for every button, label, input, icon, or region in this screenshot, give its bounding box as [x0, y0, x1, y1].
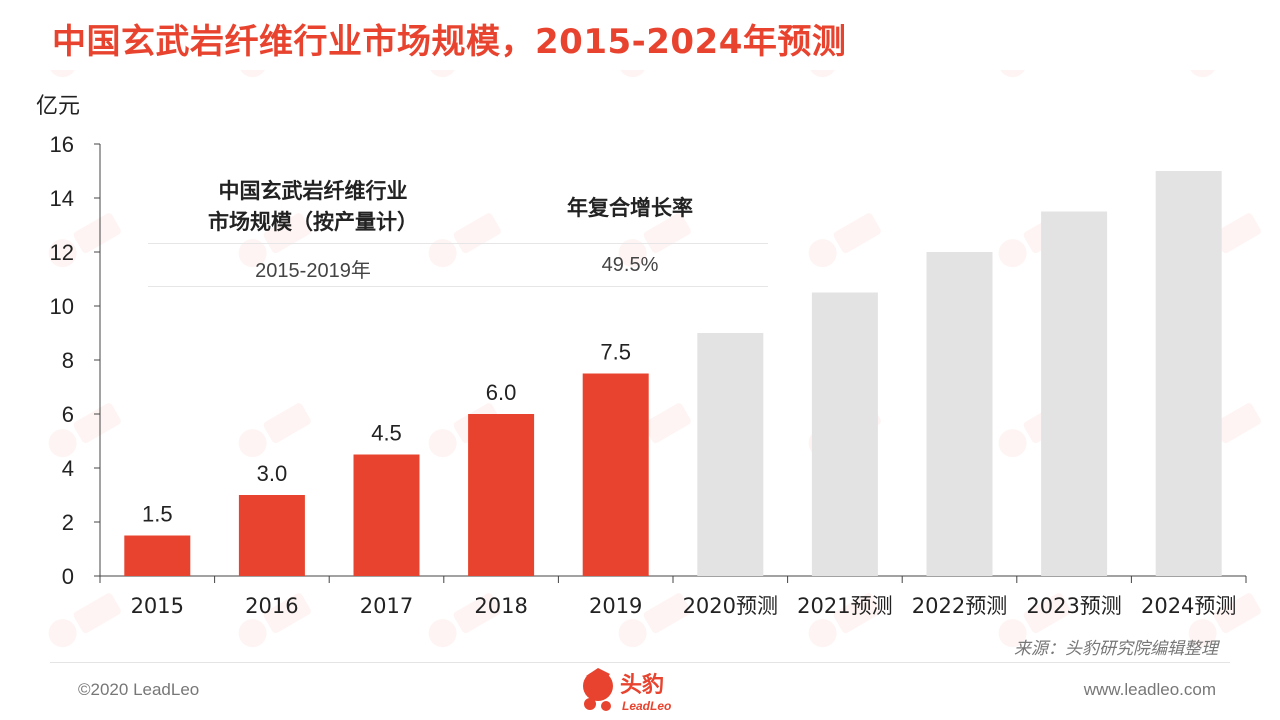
leadleo-logo: 头豹 LeadLeo	[583, 668, 671, 713]
bar-2016	[238, 495, 305, 576]
info-col2-value: 49.5%	[601, 254, 659, 276]
x-category-label: 2021预测	[797, 594, 892, 618]
bar-2023预测	[1041, 211, 1108, 576]
x-category-label: 2015	[131, 594, 184, 618]
info-col2-header: 年复合增长率	[567, 196, 693, 220]
info-col1-header-line1: 中国玄武岩纤维行业	[218, 179, 408, 203]
bar-2018	[468, 414, 535, 576]
footer-divider	[50, 662, 1230, 663]
bar-chart: 0 2 4 6 8 10 12 14 16 2015 1.5 2016 3.0 2017 4.5 2018 6…	[50, 132, 1247, 618]
bar-2015	[124, 535, 191, 576]
bar-2021预测	[811, 292, 878, 576]
bar-2020预测	[697, 333, 764, 576]
y-tick-label: 6	[62, 402, 74, 427]
x-category-label: 2020预测	[683, 594, 778, 618]
y-axis-unit-label: 亿元	[36, 94, 81, 119]
bar-value-label: 6.0	[486, 380, 517, 405]
y-tick-label: 0	[62, 564, 74, 589]
y-tick-label: 4	[62, 456, 74, 481]
info-col1-value: 2015-2019年	[255, 260, 371, 282]
logo-subtitle: LeadLeo	[622, 699, 671, 713]
info-divider-top	[148, 243, 768, 244]
page-title: 中国玄武岩纤维行业市场规模，2015-2024年预测	[52, 22, 847, 62]
bar-2019	[582, 373, 649, 576]
x-category-label: 2024预测	[1141, 594, 1236, 618]
y-tick-label: 2	[62, 510, 74, 535]
bar-value-label: 7.5	[600, 340, 631, 365]
logo-name: 头豹	[620, 672, 664, 698]
y-tick-label: 12	[50, 240, 74, 265]
info-col1-header: 中国玄武岩纤维行业 市场规模（按产量计）	[168, 176, 458, 238]
bar-value-label: 3.0	[257, 461, 288, 486]
bar-2022预测	[926, 252, 993, 576]
bar-2024预测	[1155, 171, 1222, 576]
x-category-label: 2022预测	[912, 594, 1007, 618]
y-tick-label: 10	[50, 294, 74, 319]
x-category-label: 2018	[474, 594, 527, 618]
y-tick-label: 8	[62, 348, 74, 373]
x-category-label: 2019	[589, 594, 642, 618]
website-text: www.leadleo.com	[1083, 680, 1216, 699]
bar-value-label: 4.5	[371, 421, 402, 446]
y-tick-label: 14	[50, 186, 74, 211]
x-category-label: 2016	[245, 594, 298, 618]
info-divider-bottom	[148, 286, 768, 287]
bar-value-label: 1.5	[142, 502, 173, 527]
x-category-label: 2023预测	[1026, 594, 1121, 618]
bar-2017	[353, 454, 420, 576]
y-tick-label: 16	[50, 132, 74, 157]
copyright-text: ©2020 LeadLeo	[78, 680, 200, 699]
x-category-label: 2017	[360, 594, 413, 618]
source-note: 来源：头豹研究院编辑整理	[1014, 639, 1218, 659]
info-col1-header-line2: 市场规模（按产量计）	[208, 210, 418, 234]
